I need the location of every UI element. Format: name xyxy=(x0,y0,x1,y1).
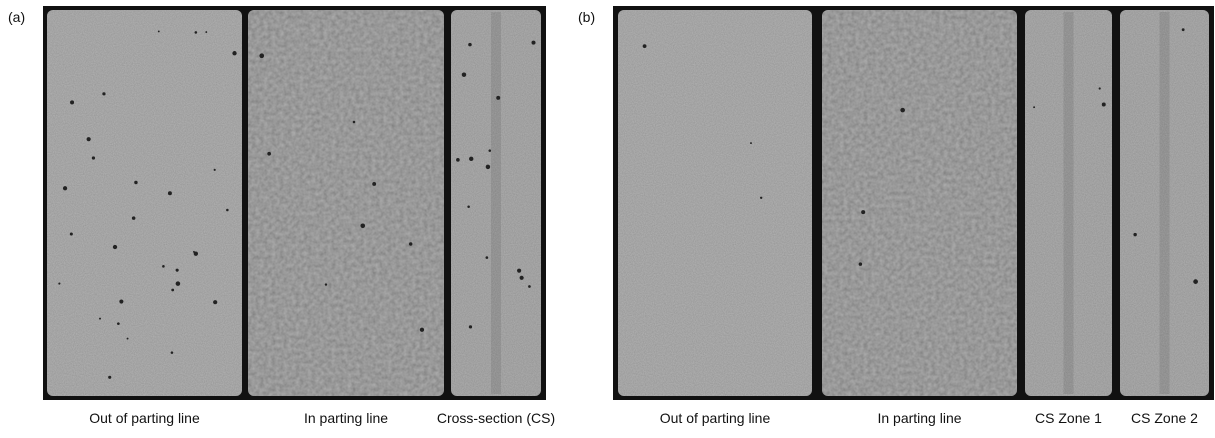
pore xyxy=(195,31,198,34)
pore xyxy=(117,322,120,325)
pore xyxy=(1033,106,1035,108)
pore xyxy=(108,376,111,379)
ct-image xyxy=(618,10,812,396)
pore xyxy=(520,276,524,280)
pore xyxy=(176,281,181,286)
pore xyxy=(467,205,470,208)
ct-image xyxy=(822,10,1017,396)
pore xyxy=(162,265,165,268)
pore xyxy=(353,121,356,124)
pore xyxy=(409,242,412,245)
pore xyxy=(643,44,647,48)
panel-label: (b) xyxy=(578,9,595,25)
image-caption: Out of parting line xyxy=(89,410,200,426)
page: (a) Out of parting line In parting line Cro… xyxy=(0,0,1215,433)
pore xyxy=(528,285,531,288)
pore xyxy=(420,328,424,332)
ct-image xyxy=(248,10,444,396)
pore xyxy=(176,269,179,272)
pore xyxy=(87,137,91,141)
pore xyxy=(861,210,865,214)
pore xyxy=(168,191,172,195)
ct-image xyxy=(47,10,242,396)
pore xyxy=(213,300,217,304)
pore xyxy=(750,142,752,144)
pore xyxy=(496,96,500,100)
pore xyxy=(92,156,95,159)
pore xyxy=(1102,103,1106,107)
pore xyxy=(372,182,376,186)
pore xyxy=(193,251,195,253)
pore xyxy=(531,41,535,45)
image-caption: In parting line xyxy=(304,410,388,426)
pore xyxy=(259,53,264,58)
pore xyxy=(760,197,762,199)
pore xyxy=(468,43,472,47)
porosity-band xyxy=(1160,12,1170,394)
pore xyxy=(517,269,521,273)
pore xyxy=(1182,28,1185,31)
pore xyxy=(488,149,491,152)
pore xyxy=(119,299,123,303)
pore xyxy=(58,282,60,284)
pore xyxy=(486,256,489,259)
pore xyxy=(1099,87,1101,89)
pore xyxy=(158,30,160,32)
pore xyxy=(1193,279,1198,284)
image-caption: Cross-section (CS) xyxy=(437,410,555,426)
pore xyxy=(232,51,236,55)
pore xyxy=(486,165,490,169)
pore xyxy=(900,108,905,113)
porosity-band xyxy=(1064,12,1074,394)
pore xyxy=(70,233,73,236)
pore xyxy=(462,72,466,76)
pore xyxy=(360,224,365,229)
pore xyxy=(70,100,74,104)
pore xyxy=(132,216,136,220)
pore xyxy=(113,245,117,249)
pore xyxy=(214,169,216,171)
image-caption: CS Zone 2 xyxy=(1131,410,1198,426)
image-caption: Out of parting line xyxy=(660,410,771,426)
pore xyxy=(267,152,271,156)
pore xyxy=(226,209,229,212)
pore xyxy=(127,338,129,340)
pore xyxy=(99,318,101,320)
pore xyxy=(63,186,67,190)
image-caption: In parting line xyxy=(877,410,961,426)
pore xyxy=(134,181,137,184)
pore xyxy=(102,92,105,95)
pore xyxy=(205,31,207,33)
pore xyxy=(325,283,327,285)
pore xyxy=(859,262,863,266)
porosity-band xyxy=(491,12,501,394)
pore xyxy=(1133,233,1136,236)
pore xyxy=(456,158,460,162)
figure: (a) Out of parting line In parting line Cro… xyxy=(0,0,1215,433)
image-caption: CS Zone 1 xyxy=(1035,410,1102,426)
pore xyxy=(171,351,174,354)
pore xyxy=(469,157,473,161)
panel-label: (a) xyxy=(8,9,25,25)
pore xyxy=(469,325,472,328)
pore xyxy=(171,289,174,292)
